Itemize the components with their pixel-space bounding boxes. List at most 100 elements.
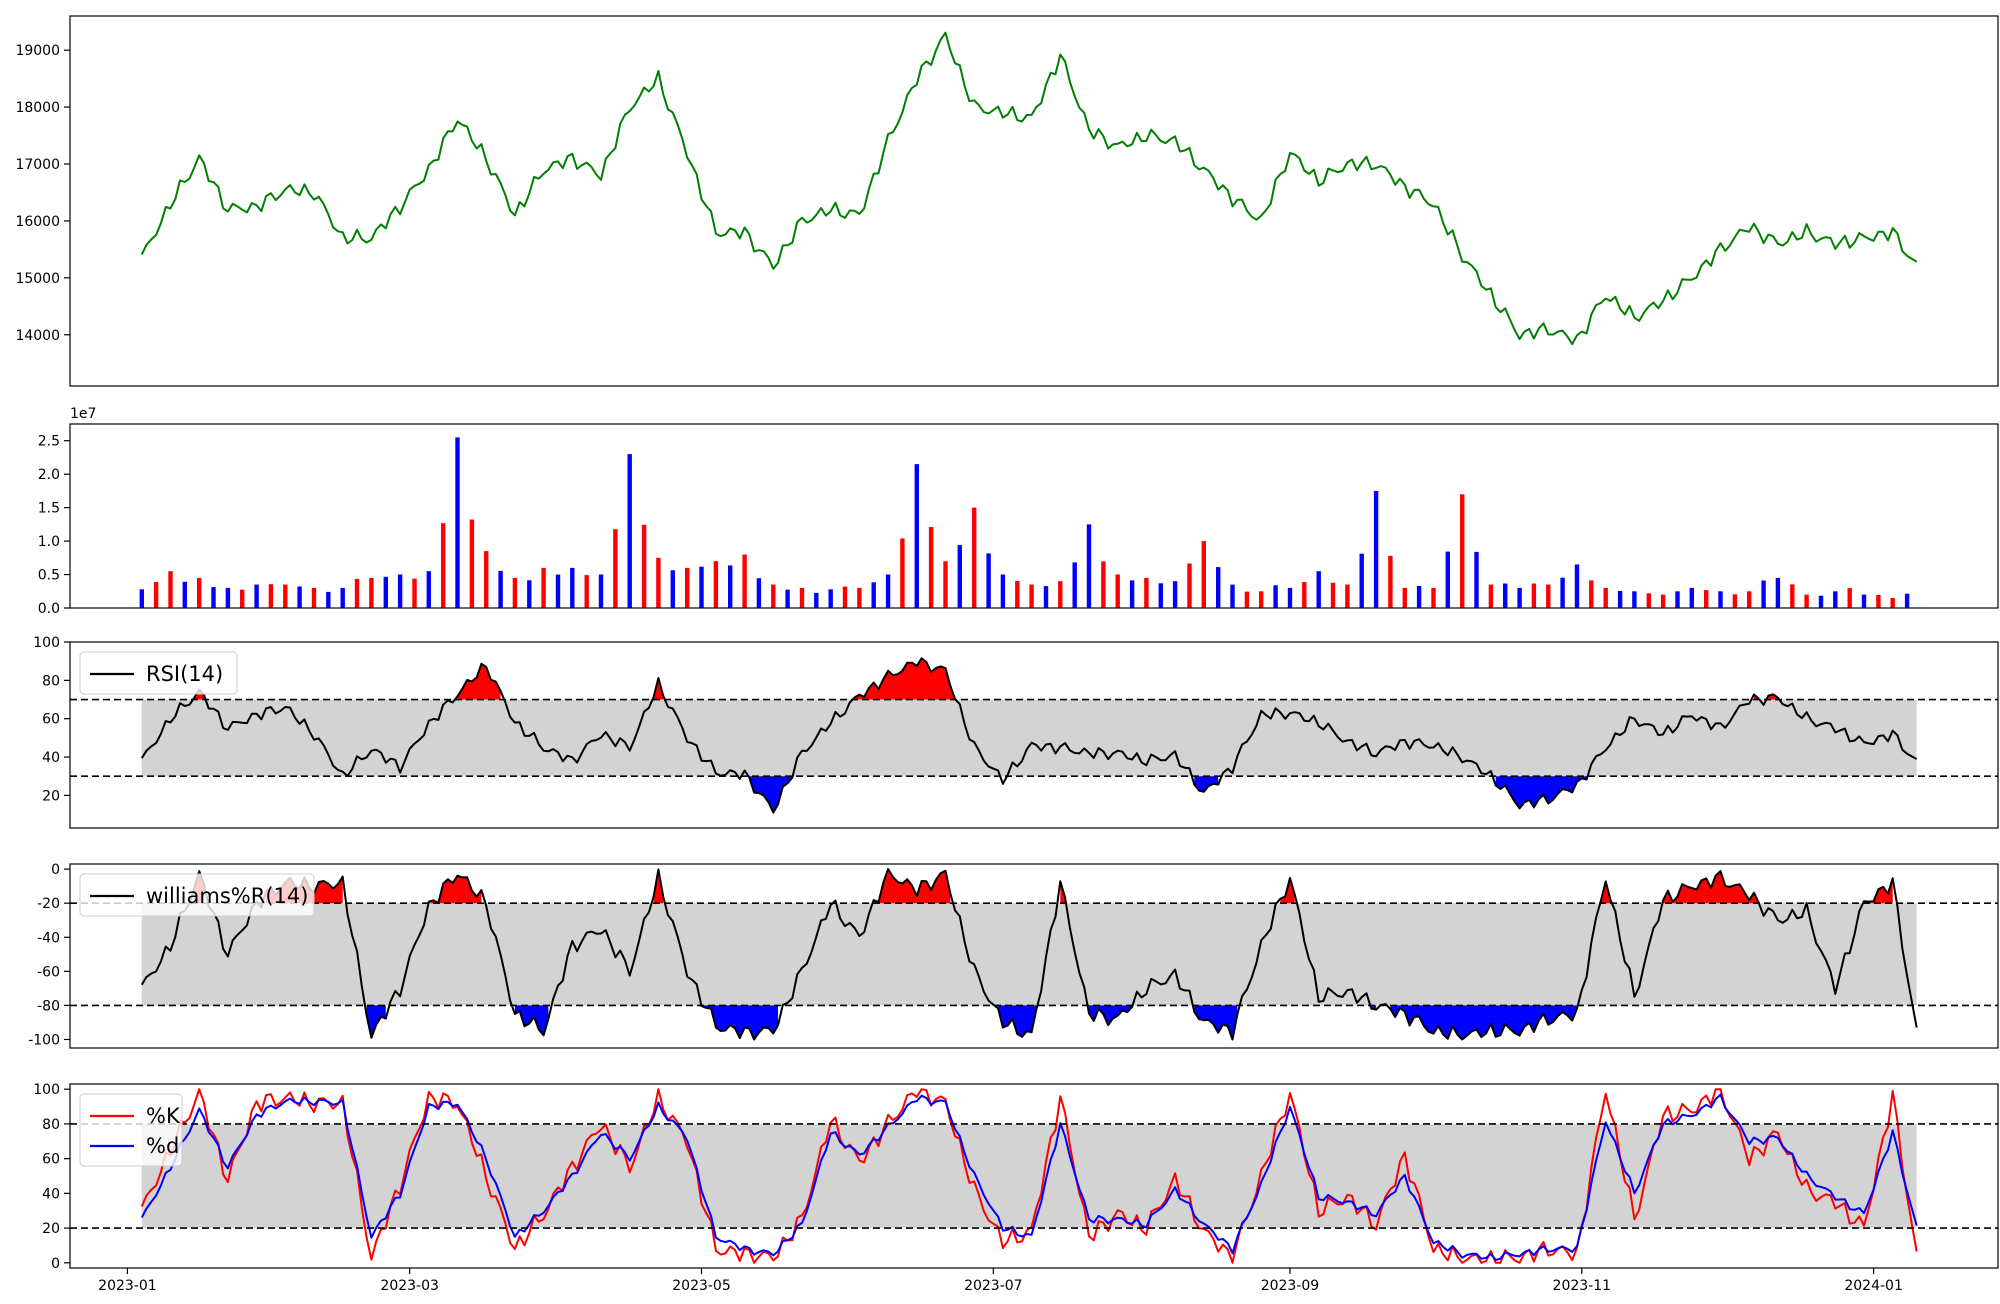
volume-bar <box>1818 595 1824 608</box>
volume-bar <box>1259 591 1264 608</box>
volume-bar <box>1043 586 1049 608</box>
volume-y-tick-label: 1.5 <box>38 501 60 517</box>
rsi-y-tick-label: 40 <box>42 750 60 766</box>
volume-bar <box>943 561 948 608</box>
volume-bar <box>1172 581 1178 608</box>
volume-bar <box>627 454 632 608</box>
volume-bar <box>340 587 345 608</box>
volume-bar <box>1646 593 1651 608</box>
volume-bar <box>972 507 977 608</box>
stoch-neutral-band <box>141 1123 1917 1229</box>
volume-bar <box>1632 591 1637 608</box>
volume-bar <box>656 557 661 608</box>
stoch-y-tick-label: 80 <box>42 1117 60 1133</box>
volume-bar <box>799 587 805 608</box>
volume-bar <box>1904 593 1910 608</box>
williams-y-tick-label: -100 <box>28 1032 60 1048</box>
volume-bar <box>756 578 762 608</box>
volume-bar <box>1790 584 1795 608</box>
price-panel: 14000 15000 16000 17000 18000 19000 <box>15 15 1999 387</box>
volume-bar <box>570 567 575 608</box>
volume-bar <box>1775 577 1781 608</box>
stoch-y-tick-label: 60 <box>42 1152 60 1168</box>
volume-bar <box>928 527 934 608</box>
volume-bar <box>1029 584 1034 608</box>
volume-bar <box>670 570 675 608</box>
volume-bar <box>900 538 905 608</box>
volume-bar <box>1761 580 1766 608</box>
volume-bar <box>182 581 187 608</box>
volume-bar <box>771 584 776 608</box>
x-tick-label: 2023-07 <box>964 1278 1023 1294</box>
volume-bar <box>1833 591 1838 608</box>
rsi-legend-box <box>79 651 238 695</box>
williams-y-tick-label: -40 <box>37 930 60 946</box>
volume-y-tick-label: 0.0 <box>38 601 60 617</box>
price-line <box>140 31 1918 346</box>
rsi-y-tick-label: 20 <box>42 788 60 804</box>
stoch-y-tick-label: 0 <box>51 1256 60 1272</box>
volume-bar <box>1488 584 1494 608</box>
rsi-legend: RSI(14) <box>79 651 238 695</box>
volume-bar <box>1546 584 1551 608</box>
volume-bar <box>1660 594 1666 608</box>
volume-bar <box>699 566 704 608</box>
volume-bar <box>197 577 202 608</box>
volume-bar <box>1560 577 1565 608</box>
volume-bar <box>1373 490 1379 608</box>
volume-bar <box>1101 561 1106 608</box>
williams-oversold-fill <box>1390 1005 1577 1040</box>
volume-bar <box>441 523 446 608</box>
volume-bar <box>842 586 848 608</box>
rsi-oversold-fill <box>1194 776 1219 792</box>
stoch-legend-label: %d <box>146 1134 179 1158</box>
stoch-d-line <box>140 1093 1918 1261</box>
rsi-y-tick-label: 60 <box>42 712 60 728</box>
volume-bar <box>885 574 891 608</box>
volume-bar <box>369 577 374 608</box>
volume-panel: 0.0 0.5 1.0 1.5 2.0 2.5 1e7 <box>38 406 1999 617</box>
volume-bar <box>1474 551 1479 608</box>
williams-y-tick-label: -20 <box>37 896 60 912</box>
volume-bar <box>814 592 819 608</box>
volume-bar <box>555 574 561 608</box>
volume-bar <box>613 529 618 608</box>
stoch-y-tick-label: 20 <box>42 1221 60 1237</box>
price-axes-frame <box>69 15 1999 387</box>
volume-bar <box>455 437 460 608</box>
volume-bar <box>1416 586 1422 608</box>
volume-bar <box>1129 580 1135 608</box>
rsi-oversold-fill <box>749 776 793 813</box>
volume-bar <box>268 584 274 608</box>
x-tick-label: 2023-11 <box>1553 1278 1612 1294</box>
rsi-axes-frame <box>69 641 1999 829</box>
volume-bar <box>1732 594 1738 608</box>
price-y-tick-label: 19000 <box>15 43 60 59</box>
x-tick-label: 2023-03 <box>380 1278 439 1294</box>
rsi-overbought-fill <box>457 663 501 700</box>
price-y-tick-label: 17000 <box>15 157 60 173</box>
volume-bar <box>957 545 962 608</box>
williams-y-tick-label: 0 <box>51 862 60 878</box>
williams-overbought-fill <box>653 869 664 904</box>
volume-bar <box>1517 587 1522 608</box>
volume-bar <box>498 570 503 608</box>
volume-bar <box>168 571 173 608</box>
volume-bar <box>598 574 604 608</box>
volume-y-tick-label: 2.5 <box>38 434 60 450</box>
volume-bar <box>1316 571 1321 608</box>
volume-bar <box>139 589 144 608</box>
volume-bar <box>1402 587 1407 608</box>
rsi-panel: 20 40 60 80 100 RSI(14) <box>33 635 1999 829</box>
volume-bar <box>914 464 919 608</box>
volume-bar <box>1617 591 1623 608</box>
volume-bar <box>1460 494 1465 608</box>
volume-bar <box>1144 577 1149 608</box>
volume-bar <box>225 587 231 608</box>
volume-bar <box>1230 584 1235 608</box>
stoch-y-tick-label: 40 <box>42 1186 60 1202</box>
volume-bar <box>297 586 302 608</box>
volume-bar <box>1201 541 1206 608</box>
volume-bar <box>1345 584 1350 608</box>
x-tick-label: 2023-09 <box>1261 1278 1320 1294</box>
